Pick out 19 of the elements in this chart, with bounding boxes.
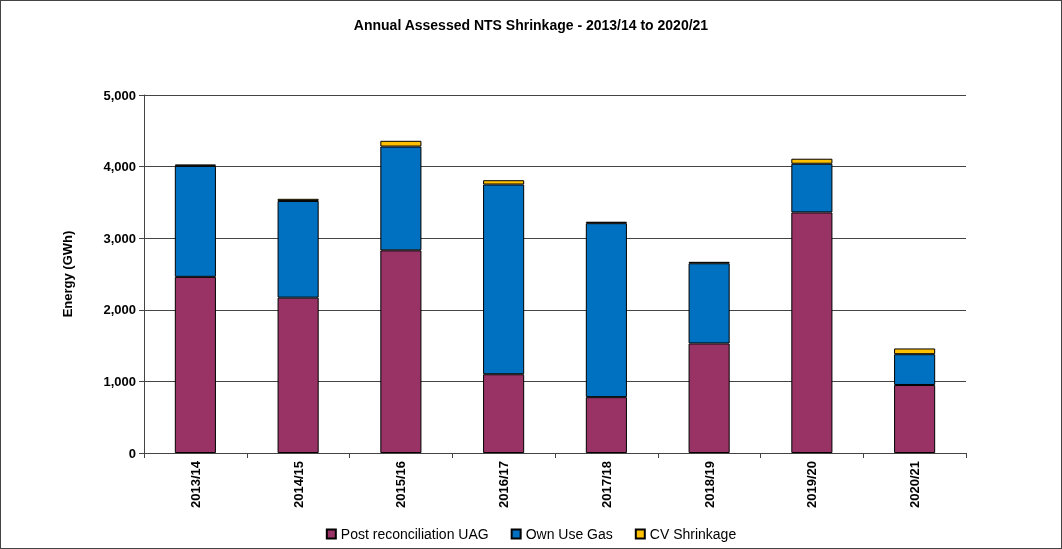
y-tick-label: 5,000 <box>103 87 136 103</box>
x-tick-label: 2019/20 <box>804 461 820 508</box>
legend-label: Post reconciliation UAG <box>340 526 489 542</box>
x-tick-label: 2018/19 <box>701 461 717 508</box>
y-tick-label: 4,000 <box>103 159 136 175</box>
x-tick-label: 2016/17 <box>496 461 512 508</box>
y-tick-label: 3,000 <box>103 230 136 246</box>
y-tick-label: 0 <box>128 445 136 461</box>
x-tick-label: 2015/16 <box>393 461 409 508</box>
x-tick-label: 2014/15 <box>290 461 306 508</box>
y-axis-title: Energy (GWh) <box>60 230 75 318</box>
legend-label: Own Use Gas <box>525 526 613 542</box>
x-tick-label: 2017/18 <box>598 461 614 508</box>
x-tick-label: 2013/14 <box>187 460 203 508</box>
y-tick-label: 1,000 <box>103 373 136 389</box>
legend-label: CV Shrinkage <box>649 526 737 542</box>
y-tick-label: 2,000 <box>103 302 136 318</box>
chart-title: Annual Assessed NTS Shrinkage - 2013/14 to 2020/21 <box>353 17 709 33</box>
x-tick-label: 2020/21 <box>907 461 923 508</box>
